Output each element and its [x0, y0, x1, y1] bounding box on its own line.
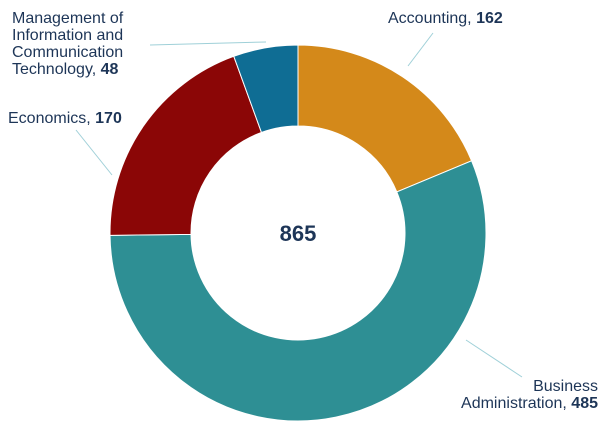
slice-name: Accounting [388, 10, 468, 27]
slice-value: 485 [571, 395, 598, 412]
slice [233, 44, 299, 134]
slice-value: 162 [476, 10, 503, 27]
slice-label: Business Administration, 485 [461, 378, 598, 412]
slice [109, 55, 263, 236]
leader-line [407, 32, 434, 67]
slice-label: Management of Information and Communicat… [12, 10, 124, 78]
slice-label: Economics, 170 [8, 110, 122, 127]
leader-line [149, 41, 267, 46]
leader-line [75, 129, 113, 176]
leader-lines [75, 32, 523, 378]
slice-name: Management of Information and Communicat… [12, 10, 124, 78]
slices [109, 44, 487, 422]
slice-name: Business Administration [461, 378, 598, 412]
leader-line [465, 339, 523, 378]
slice [109, 160, 487, 422]
slice-label: Accounting, 162 [388, 10, 503, 27]
slice-value: 48 [100, 61, 119, 78]
slice-value: 170 [95, 110, 122, 127]
center-total: 865 [280, 221, 317, 246]
slice-name: Economics [8, 110, 87, 127]
slice [297, 44, 473, 193]
